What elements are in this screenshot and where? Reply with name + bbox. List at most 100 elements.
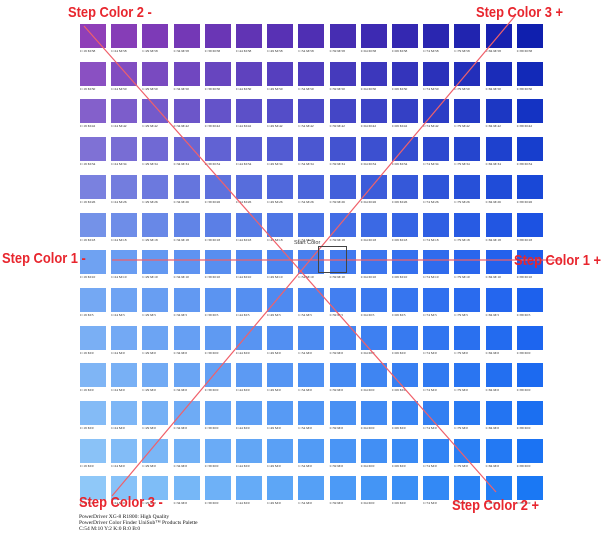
color-swatch: [485, 438, 512, 463]
color-swatch: [142, 137, 169, 162]
swatch-label: C:59 M:50: [329, 86, 345, 91]
color-swatch: [173, 99, 200, 124]
swatch-label: C:54 M:26: [298, 199, 314, 204]
swatch-label: C:69 M:5: [392, 312, 406, 317]
swatch-label: C:74 M:26: [423, 199, 439, 204]
swatch-label: C:44 M:0: [236, 350, 250, 355]
swatch-label: C:64 M:5: [360, 312, 375, 317]
swatch-label: C:89 M:10: [516, 275, 533, 280]
swatch-label: C:69 M:58: [392, 49, 408, 53]
swatch-label: C:44 M:5: [236, 312, 250, 317]
swatch-label: C:44 M:58: [236, 49, 252, 53]
color-swatch: [360, 401, 387, 425]
swatch-label: C:54 M:0: [298, 501, 312, 506]
swatch-label: C:64 M:18: [360, 237, 377, 242]
color-swatch: [267, 287, 294, 312]
color-swatch: [204, 363, 231, 388]
color-swatch: [516, 476, 543, 501]
color-swatch: [392, 99, 418, 124]
color-swatch: [267, 438, 294, 463]
swatch-label: C:44 M:0: [236, 463, 250, 468]
color-swatch: [173, 212, 200, 237]
swatch-label: C:79 M:26: [454, 199, 470, 204]
color-swatch: [392, 287, 418, 312]
color-swatch: [392, 476, 418, 501]
swatch-label: C:29 M:0: [142, 463, 156, 468]
color-swatch: [80, 325, 106, 350]
swatch-label: C:64 M:26: [360, 199, 377, 204]
swatch-label: C:39 M:0: [204, 501, 219, 506]
color-swatch: [329, 99, 356, 124]
swatch-label: C:24 M:42: [111, 124, 127, 129]
color-swatch: [454, 24, 481, 48]
swatch-label: C:39 M:18: [204, 237, 221, 242]
swatch-label: C:19 M:5: [80, 312, 94, 317]
swatch-label: C:69 M:0: [392, 501, 406, 506]
swatch-label: C:24 M:58: [111, 49, 127, 53]
swatch-label: C:29 M:50: [142, 86, 158, 91]
swatch-label: C:69 M:26: [392, 199, 408, 204]
color-swatch: [80, 438, 106, 463]
swatch-label: C:29 M:34: [142, 162, 158, 167]
color-swatch: [142, 99, 169, 124]
color-swatch: [298, 287, 325, 312]
color-swatch: [267, 137, 294, 162]
color-swatch: [485, 212, 512, 237]
swatch-label: C:74 M:18: [423, 237, 439, 242]
swatch-label: C:54 M:50: [298, 86, 314, 91]
swatch-label: C:29 M:0: [142, 501, 156, 506]
color-swatch: [423, 99, 450, 124]
swatch-label: C:54 M:0: [298, 388, 312, 393]
swatch-label: C:24 M:0: [111, 350, 125, 355]
swatch-label: C:29 M:42: [142, 124, 158, 129]
color-swatch: [236, 363, 262, 388]
swatch-label: C:64 M:0: [360, 350, 375, 355]
color-swatch: [80, 401, 106, 425]
step-color-1-minus-label: Step Color 1 -: [2, 250, 86, 267]
swatch-label: C:64 M:34: [360, 162, 377, 167]
color-swatch: [111, 212, 138, 237]
color-swatch: [111, 438, 138, 463]
color-swatch: [360, 24, 387, 48]
swatch-label: C:19 M:42: [80, 124, 96, 129]
color-swatch: [485, 363, 512, 388]
color-swatch: [329, 325, 356, 350]
swatch-label: C:19 M:50: [80, 86, 96, 91]
swatch-label: C:79 M:42: [454, 124, 470, 129]
swatch-label: C:74 M:0: [423, 350, 437, 355]
color-swatch: [236, 401, 262, 425]
color-swatch: [454, 61, 481, 86]
swatch-label: C:19 M:0: [80, 463, 94, 468]
swatch-label: C:69 M:10: [392, 275, 408, 280]
swatch-label: C:49 M:5: [267, 312, 281, 317]
color-swatch: [392, 137, 418, 162]
color-swatch: [516, 61, 543, 86]
color-swatch: [267, 401, 294, 425]
swatch-label: C:59 M:10: [329, 275, 345, 280]
color-swatch: [516, 24, 543, 48]
color-swatch: [423, 325, 450, 350]
color-swatch: [173, 61, 200, 86]
swatch-label: C:24 M:10: [111, 275, 127, 280]
color-swatch: [360, 61, 387, 86]
swatch-label: C:74 M:0: [423, 463, 437, 468]
color-swatch: [298, 325, 325, 350]
color-swatch: [142, 250, 169, 275]
color-swatch: [329, 174, 356, 199]
swatch-label: C:34 M:10: [173, 275, 189, 280]
swatch-label: C:24 M:26: [111, 199, 127, 204]
swatch-label: C:89 M:50: [516, 86, 533, 91]
color-swatch: [423, 212, 450, 237]
swatch-label: C:39 M:0: [204, 463, 219, 468]
swatch-label: C:59 M:0: [329, 501, 344, 506]
swatch-label: C:74 M:0: [423, 388, 437, 393]
swatch-label: C:74 M:34: [423, 162, 439, 167]
swatch-label: C:54 M:10: [298, 275, 314, 280]
start-color-label: Start Color: [294, 240, 321, 246]
color-swatch: [392, 438, 418, 463]
color-swatch: [360, 99, 387, 124]
color-swatch: [173, 250, 200, 275]
swatch-label: C:44 M:26: [236, 199, 252, 204]
color-swatch: [423, 250, 450, 275]
color-swatch: [423, 137, 450, 162]
